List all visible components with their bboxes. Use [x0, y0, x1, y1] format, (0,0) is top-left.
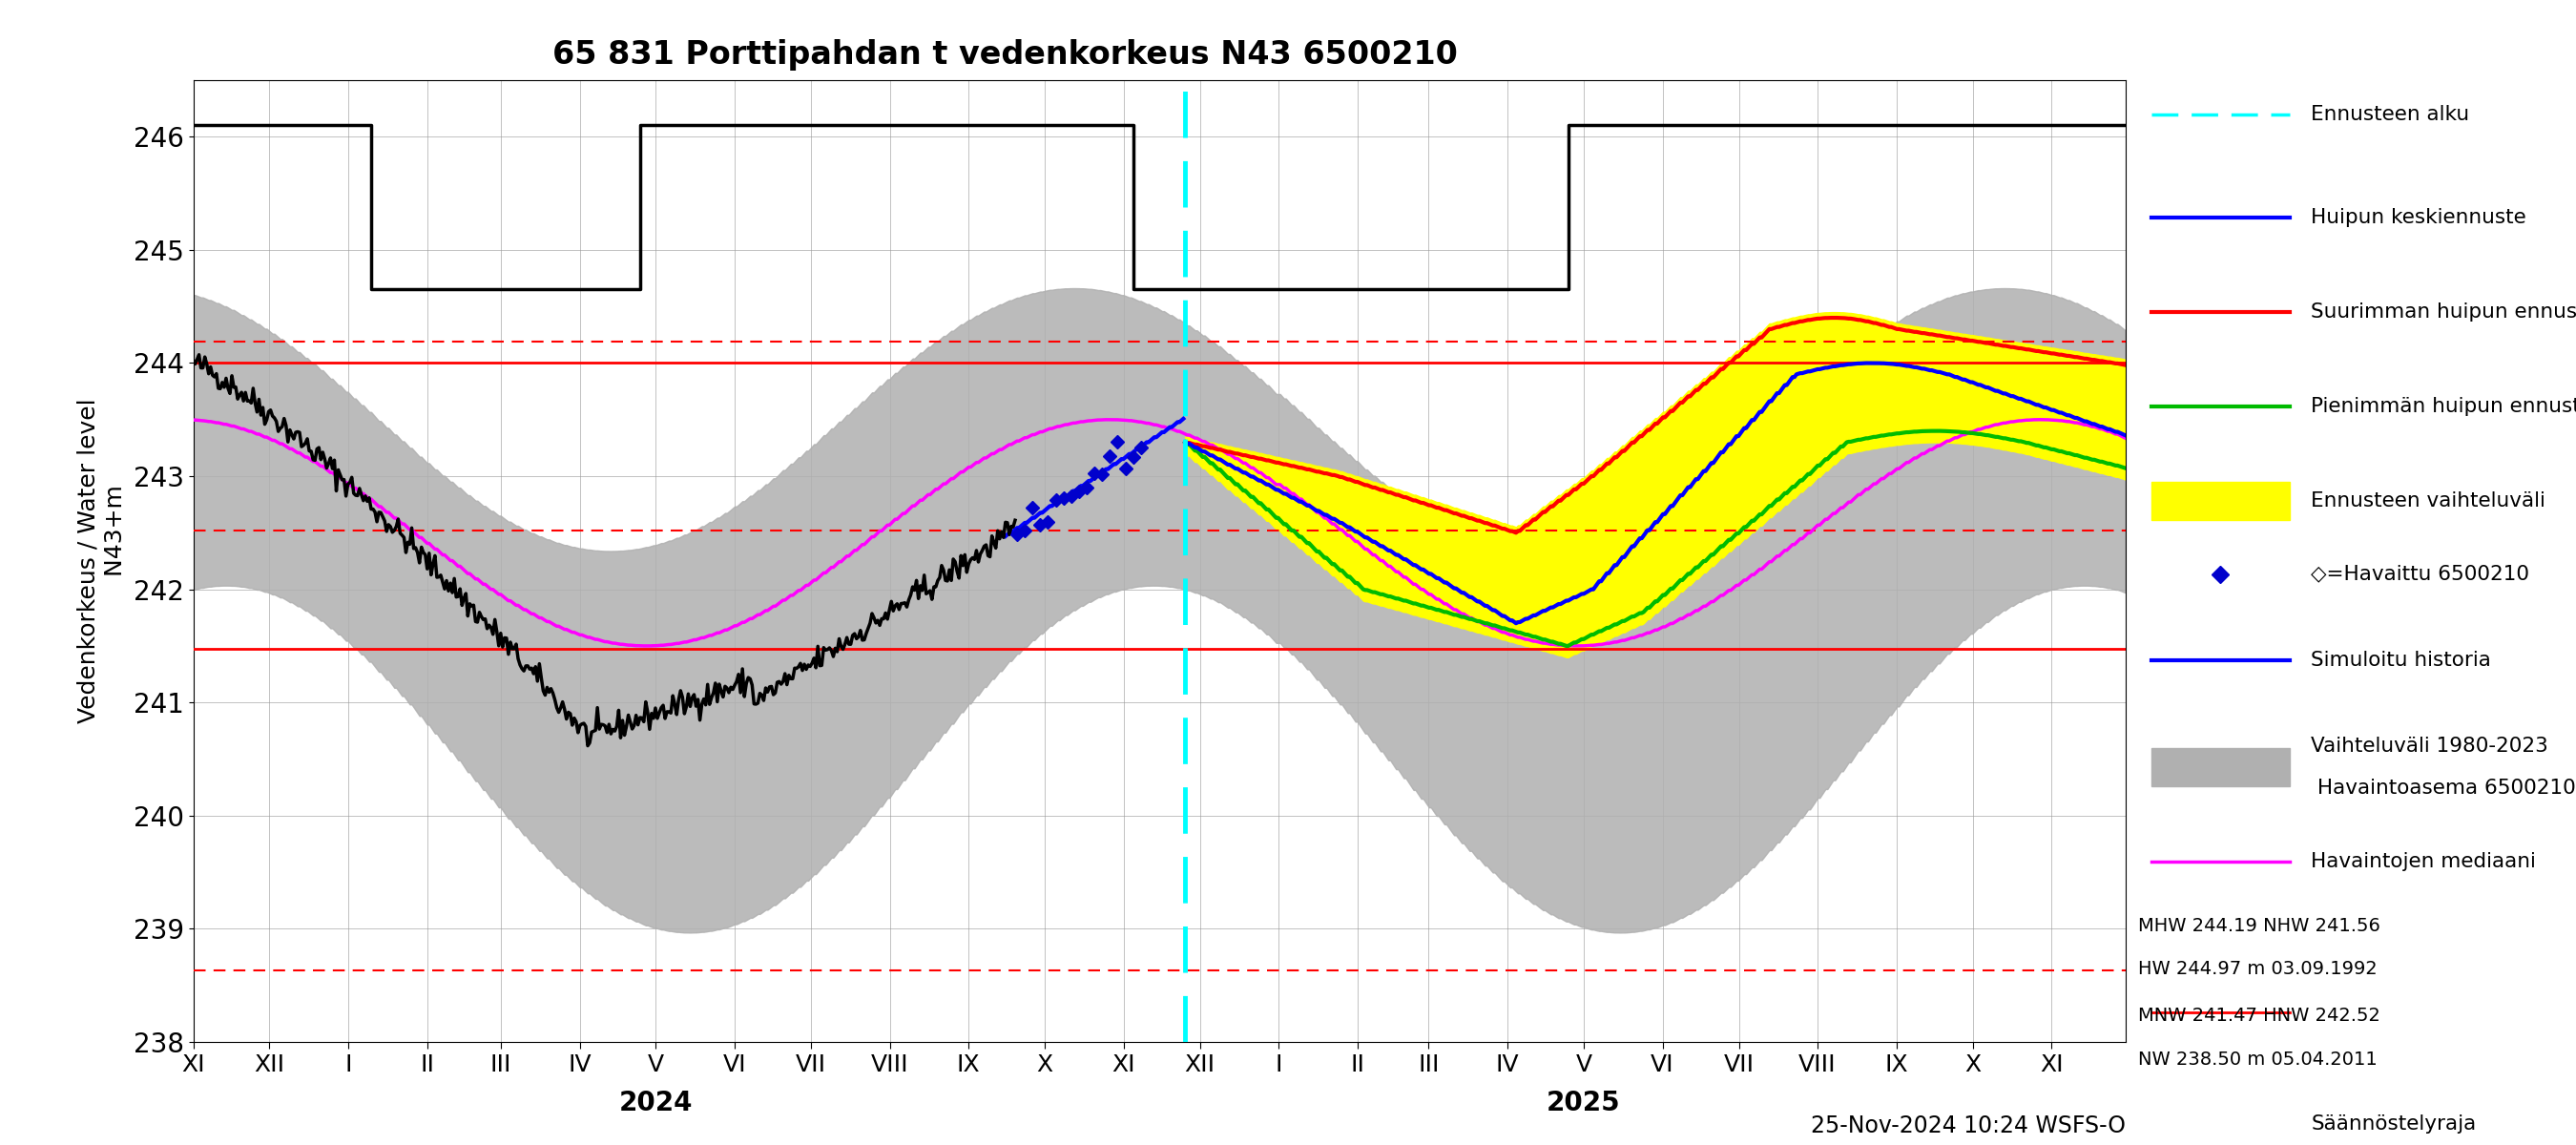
Text: Huipun keskiennuste: Huipun keskiennuste [2311, 208, 2527, 227]
Text: Pienimmän huipun ennuste: Pienimmän huipun ennuste [2311, 397, 2576, 416]
Text: MHW 244.19 NHW 241.56: MHW 244.19 NHW 241.56 [2138, 917, 2380, 935]
Bar [2151, 482, 2290, 520]
Text: Ennusteen alku: Ennusteen alku [2311, 105, 2470, 124]
Text: 25-Nov-2024 10:24 WSFS-O: 25-Nov-2024 10:24 WSFS-O [1811, 1114, 2125, 1137]
Y-axis label: Vedenkorkeus / Water level
        N43+m: Vedenkorkeus / Water level N43+m [77, 398, 126, 724]
Text: 2025: 2025 [1546, 1090, 1620, 1116]
Text: MNW 241.47 HNW 242.52: MNW 241.47 HNW 242.52 [2138, 1008, 2380, 1025]
Text: Havaintojen mediaani: Havaintojen mediaani [2311, 852, 2537, 871]
Title: 65 831 Porttipahdan t vedenkorkeus N43 6500210: 65 831 Porttipahdan t vedenkorkeus N43 6… [551, 39, 1458, 71]
Text: HW 244.97 m 03.09.1992: HW 244.97 m 03.09.1992 [2138, 960, 2378, 978]
Text: Suurimman huipun ennuste: Suurimman huipun ennuste [2311, 302, 2576, 322]
Text: Vaihteluväli 1980-2023: Vaihteluväli 1980-2023 [2311, 736, 2548, 756]
Text: ◇=Havaittu 6500210: ◇=Havaittu 6500210 [2311, 564, 2530, 584]
Bar [2151, 749, 2290, 785]
Text: Säännöstelyraja: Säännöstelyraja [2311, 1114, 2476, 1134]
Text: Havaintoasema 6500210: Havaintoasema 6500210 [2311, 779, 2576, 798]
Text: Ennusteen vaihteluväli: Ennusteen vaihteluväli [2311, 491, 2545, 511]
Text: Simuloitu historia: Simuloitu historia [2311, 650, 2491, 670]
Text: NW 238.50 m 05.04.2011: NW 238.50 m 05.04.2011 [2138, 1050, 2378, 1068]
Text: 2024: 2024 [618, 1090, 693, 1116]
